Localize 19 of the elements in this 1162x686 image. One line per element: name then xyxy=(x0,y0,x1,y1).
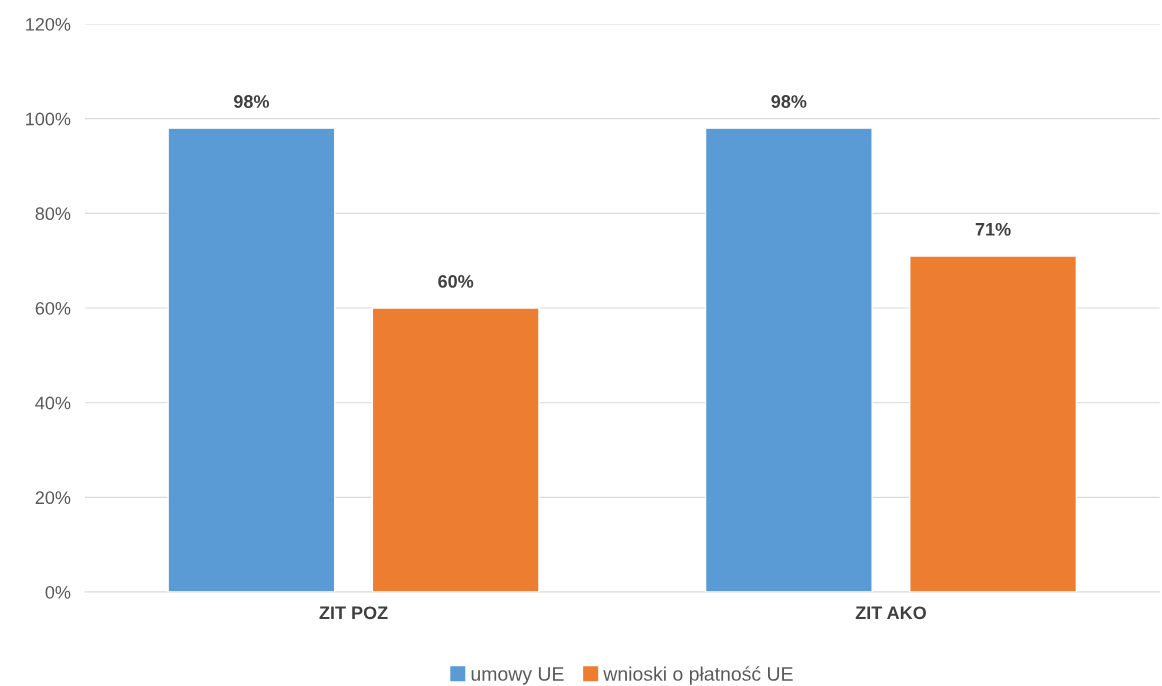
x-tick-label: ZIT POZ xyxy=(319,606,388,620)
y-tick-label: 100% xyxy=(26,112,71,126)
bar xyxy=(167,127,336,593)
y-tick-label: 40% xyxy=(35,396,71,410)
y-tick-label: 20% xyxy=(35,491,71,505)
bar xyxy=(704,127,873,593)
bar xyxy=(909,255,1078,593)
data-label: 98% xyxy=(771,95,807,108)
legend-label: umowy UE xyxy=(471,667,564,685)
y-tick-label: 60% xyxy=(35,301,71,315)
y-tick-label: 120% xyxy=(26,17,71,31)
x-tick-label: ZIT AKO xyxy=(855,606,926,620)
y-tick-label: 80% xyxy=(35,207,71,221)
data-label: 98% xyxy=(233,95,270,108)
data-label: 71% xyxy=(975,222,1011,236)
data-label: 60% xyxy=(438,274,474,288)
bar xyxy=(371,307,540,593)
legend-label: wnioski o płatność UE xyxy=(603,666,793,685)
y-tick-label: 0% xyxy=(45,585,71,599)
